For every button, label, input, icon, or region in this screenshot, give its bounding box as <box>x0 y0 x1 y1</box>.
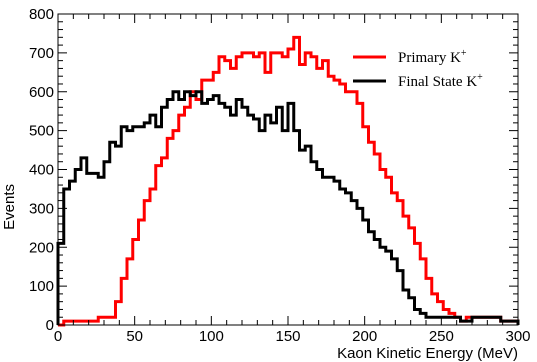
y-axis-title: Events <box>1 184 18 230</box>
x-tick-label: 250 <box>429 328 454 345</box>
y-tick-label: 300 <box>29 200 54 217</box>
x-axis-title: Kaon Kinetic Energy (MeV) <box>337 345 518 362</box>
y-tick-label: 200 <box>29 239 54 256</box>
legend-label-sup: + <box>461 48 467 59</box>
x-tick-label: 150 <box>275 328 300 345</box>
y-tick-label: 100 <box>29 278 54 295</box>
series-line-1 <box>56 90 520 325</box>
legend-label-1: Final State K+ <box>398 72 483 90</box>
legend-label-sup: + <box>477 72 483 83</box>
y-tick-label: 0 <box>46 317 54 334</box>
x-tick-label: 100 <box>199 328 224 345</box>
y-tick-label: 400 <box>29 162 54 179</box>
x-tick-label: 300 <box>505 328 530 345</box>
legend: Primary K+ Final State K+ <box>353 48 483 90</box>
legend-label-0: Primary K+ <box>398 48 467 66</box>
tick-labels: 0 50 100 150 200 250 300 0 100 200 300 400 500 600 700… <box>29 6 531 345</box>
y-tick-label: 700 <box>29 45 54 62</box>
x-tick-label: 200 <box>352 328 377 345</box>
series-layer <box>56 35 520 327</box>
x-tick-label: 0 <box>54 328 62 345</box>
series-line-0 <box>58 35 520 327</box>
y-tick-label: 500 <box>29 123 54 140</box>
y-tick-label: 800 <box>29 6 54 23</box>
axis-ticks <box>57 13 519 326</box>
x-tick-label: 50 <box>126 328 143 345</box>
y-tick-label: 600 <box>29 84 54 101</box>
